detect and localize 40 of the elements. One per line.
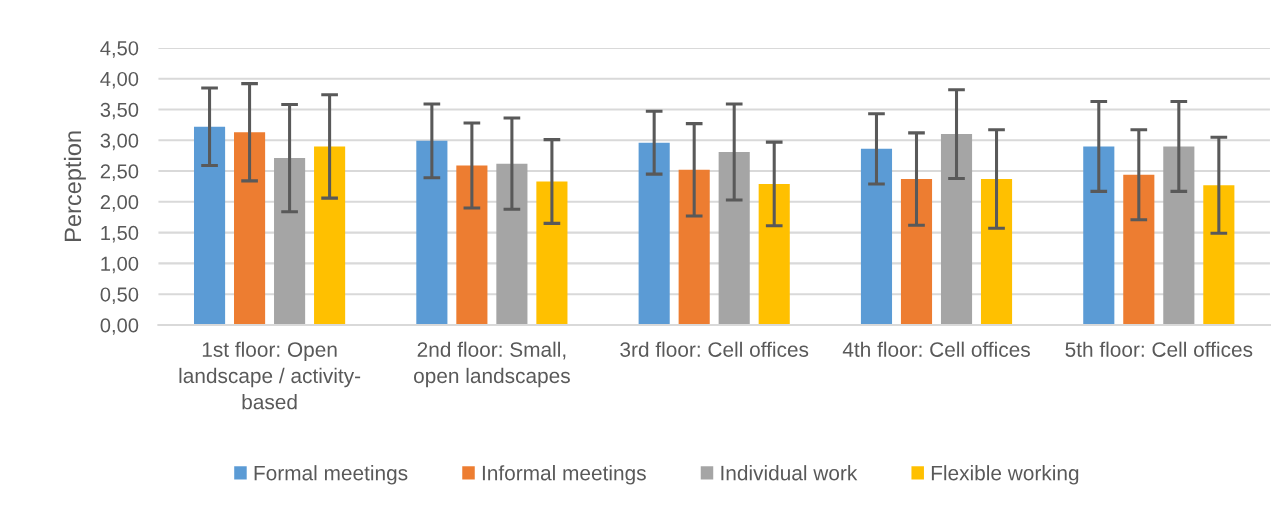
- bar: [900, 179, 933, 325]
- x-tick-label: 3rd floor: Cell offices: [620, 341, 809, 357]
- y-tick-label: 4,00: [100, 71, 139, 89]
- bar: [980, 179, 1013, 325]
- x-tick-label: 4th floor: Cell offices: [842, 341, 1030, 357]
- y-tick-label: 0,50: [100, 287, 139, 305]
- y-tick-label: 2,50: [100, 164, 139, 181]
- bar: [416, 140, 448, 325]
- y-tick-label: 0,00: [100, 318, 139, 335]
- x-tick-label: 2nd floor: Small, open landscapes: [414, 341, 570, 388]
- legend-label: Flexible working: [931, 465, 1079, 485]
- bar: [1123, 174, 1155, 325]
- bar: [638, 142, 670, 325]
- bar: [860, 148, 893, 325]
- bar: [314, 146, 346, 325]
- bar: [274, 158, 306, 325]
- legend-label: Formal meetings: [254, 465, 408, 485]
- y-tick-label: 1,00: [101, 256, 139, 274]
- bar: [1083, 146, 1115, 325]
- legend-label: Informal meetings: [482, 465, 646, 485]
- bar: [1163, 146, 1195, 325]
- y-tick-label: 4,50: [100, 41, 139, 58]
- bar: [718, 151, 750, 325]
- bar: [496, 163, 528, 325]
- bar: [758, 183, 790, 325]
- y-tick-label: 3,50: [100, 102, 139, 120]
- y-tick-label: 2,00: [100, 195, 139, 212]
- x-tick-label: 5th floor: Cell offices: [1065, 341, 1253, 357]
- bar: [940, 134, 973, 325]
- bar: [456, 165, 488, 325]
- y-axis-title: Perception: [63, 131, 86, 241]
- bar: [536, 181, 568, 325]
- y-tick-label: 3,00: [100, 133, 139, 151]
- legend-label: Individual work: [721, 465, 858, 481]
- bar: [193, 126, 226, 325]
- bar: [678, 169, 710, 325]
- y-tick-label: 1,50: [101, 225, 139, 243]
- bar: [234, 132, 266, 325]
- bar: [1203, 185, 1235, 325]
- x-tick-label: 1st floor: Open landscape / activity-based: [179, 341, 361, 410]
